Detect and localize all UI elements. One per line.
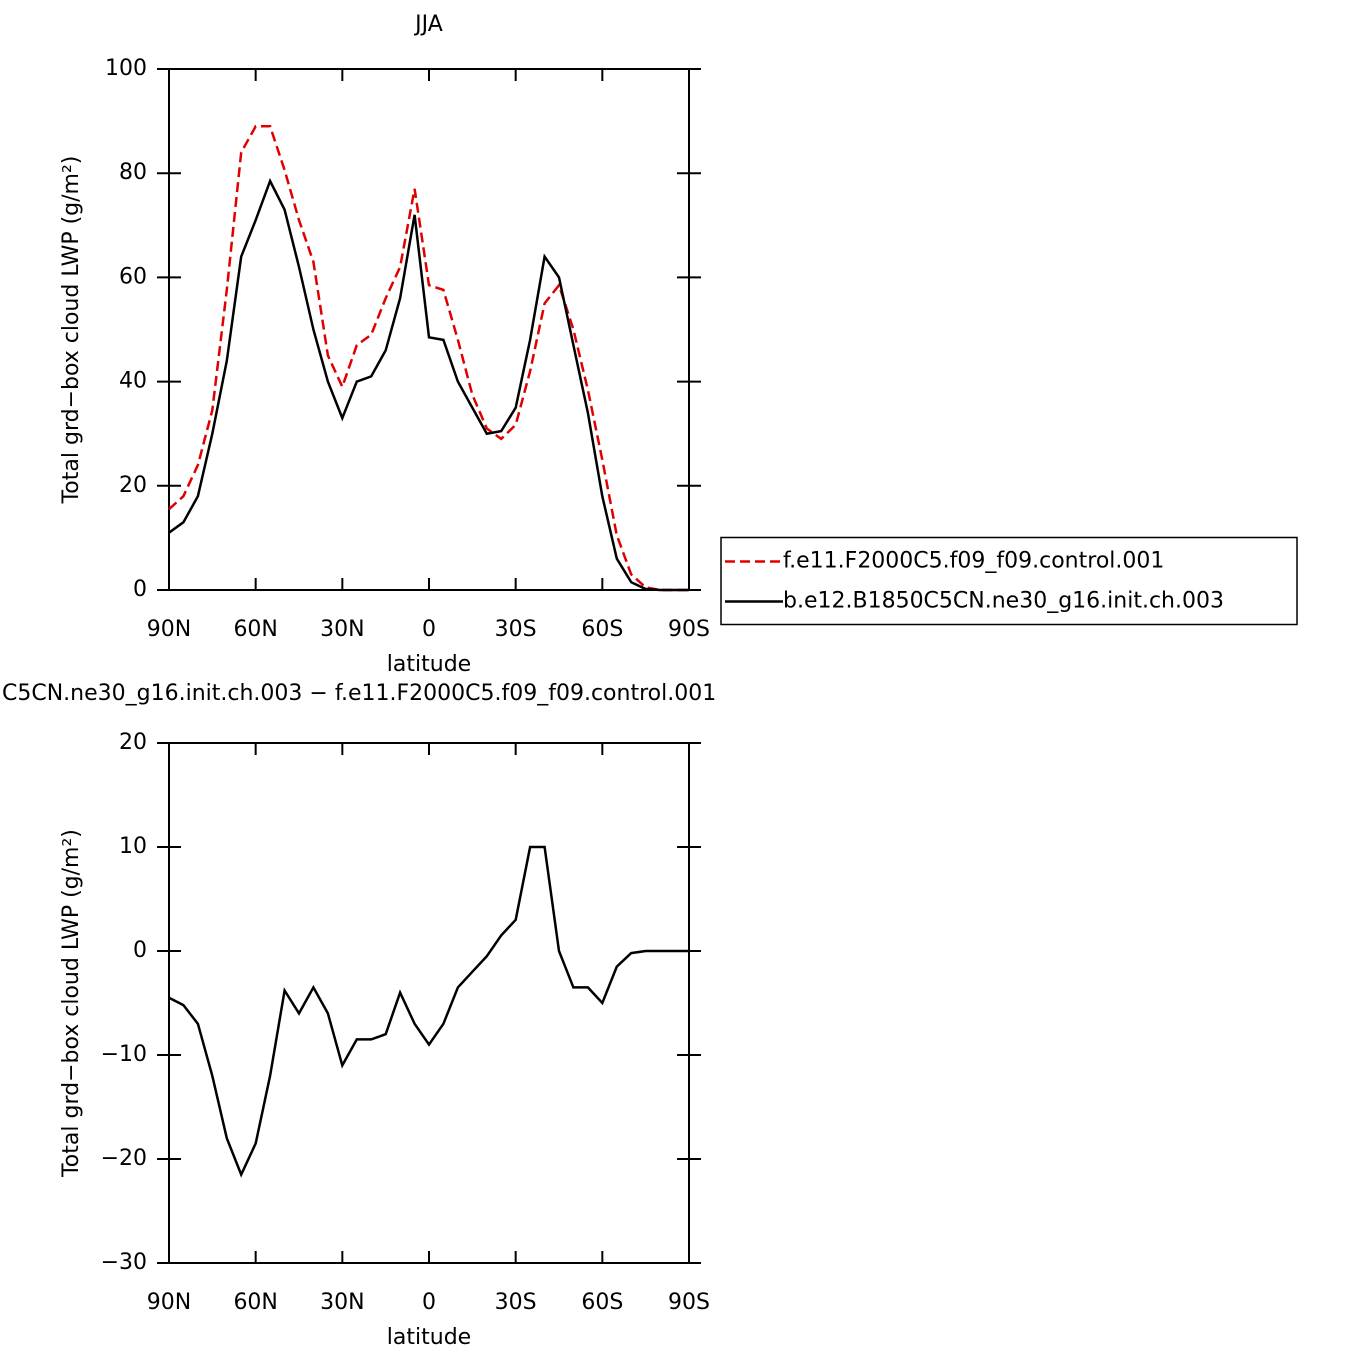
data-line	[168, 125, 689, 592]
y-tick-label: 80	[119, 160, 147, 185]
y-tick-label: 10	[119, 834, 147, 859]
data-line	[168, 177, 689, 592]
x-tick-label: 60N	[233, 617, 277, 642]
x-tick-label: 60S	[581, 1290, 623, 1315]
x-tick-label: 0	[422, 1290, 436, 1315]
x-axis-label: latitude	[387, 1325, 471, 1350]
x-tick-label: 30S	[495, 1290, 537, 1315]
x-tick-label: 90N	[147, 617, 191, 642]
y-tick-label: −30	[101, 1250, 147, 1275]
data-line	[168, 845, 689, 1178]
y-axis-label: Total grd−box cloud LWP (g/m²)	[59, 829, 84, 1178]
legend-label: f.e11.F2000C5.f09_f09.control.001	[783, 549, 1164, 574]
y-tick-label: 60	[119, 264, 147, 289]
x-tick-label: 60S	[581, 617, 623, 642]
y-tick-label: 40	[119, 369, 147, 394]
plot-frame	[168, 742, 690, 1264]
x-tick-label: 90S	[668, 617, 710, 642]
y-axis-label: Total grd−box cloud LWP (g/m²)	[59, 156, 84, 505]
x-tick-label: 30S	[495, 617, 537, 642]
chart-title: C5CN.ne30_g16.init.ch.003 − f.e11.F2000C…	[2, 681, 716, 706]
y-tick-label: 20	[119, 730, 147, 755]
y-tick-label: 20	[119, 473, 147, 498]
x-tick-label: 60N	[233, 1290, 277, 1315]
x-tick-label: 30N	[320, 1290, 364, 1315]
chart-title: JJA	[413, 12, 443, 37]
x-tick-label: 0	[422, 617, 436, 642]
y-tick-label: 0	[133, 577, 147, 602]
x-tick-label: 90N	[147, 1290, 191, 1315]
y-tick-label: 100	[105, 56, 147, 81]
y-tick-label: −10	[101, 1042, 147, 1067]
legend-box	[720, 536, 1298, 626]
y-tick-label: −20	[101, 1146, 147, 1171]
x-tick-label: 90S	[668, 1290, 710, 1315]
x-tick-label: 30N	[320, 617, 364, 642]
x-axis-label: latitude	[387, 652, 471, 677]
legend-label: b.e12.B1850C5CN.ne30_g16.init.ch.003	[783, 589, 1224, 614]
y-tick-label: 0	[133, 938, 147, 963]
